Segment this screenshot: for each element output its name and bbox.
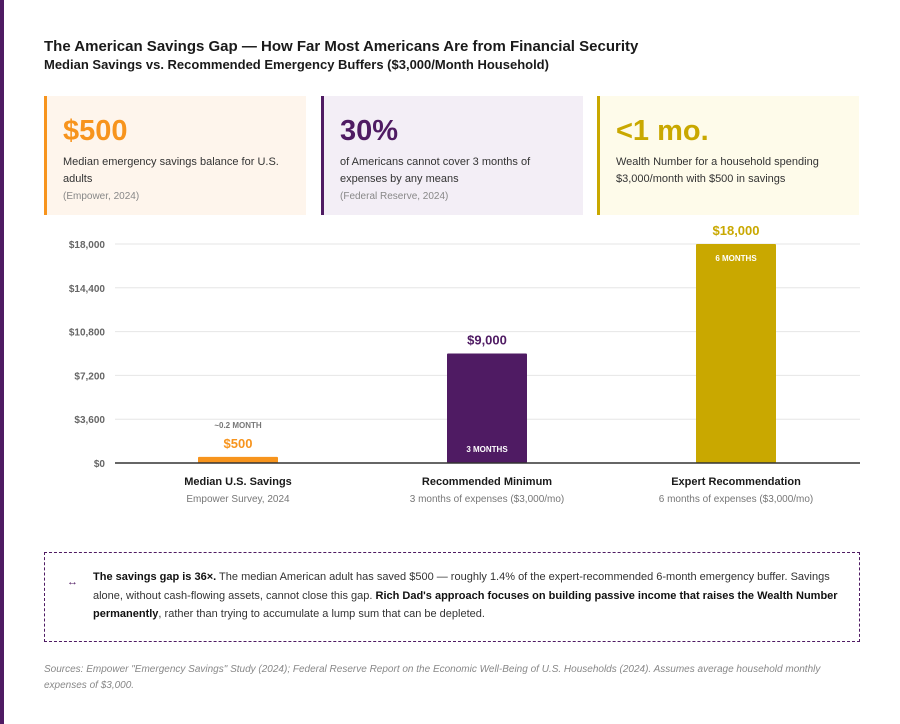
page-title: The American Savings Gap — How Far Most … [44, 38, 639, 55]
y-tick-label: $10,800 [69, 328, 106, 339]
y-tick-label: $7,200 [74, 371, 105, 382]
bar [198, 456, 278, 463]
bar [696, 244, 776, 463]
bar-annotation: 6 MONTHS [715, 254, 757, 263]
callout-emphasis: Rich Dad's approach focuses on building … [93, 589, 838, 621]
category-label: Expert Recommendation [671, 476, 801, 488]
bar-annotation: 3 MONTHS [466, 445, 508, 454]
value-label: $9,000 [467, 333, 507, 348]
bar-annotation: ~0.2 MONTH [214, 421, 262, 430]
callout-box: ↔ The savings gap is 36×. The median Ame… [44, 552, 860, 642]
category-label: Median U.S. Savings [184, 476, 292, 488]
y-tick-label: $14,400 [69, 284, 106, 295]
stat-desc: of Americans cannot cover 3 months of ex… [340, 156, 531, 185]
category-sublabel: 6 months of expenses ($3,000/mo) [659, 494, 814, 505]
y-tick-label: $0 [94, 459, 106, 470]
stat-value: $500 [63, 115, 128, 147]
category-sublabel: 3 months of expenses ($3,000/mo) [410, 494, 565, 505]
stat-card-cannot-cover: 30% of Americans cannot cover 3 months o… [321, 96, 583, 215]
category-label: Recommended Minimum [422, 476, 552, 488]
stat-source: (Empower, 2024) [63, 191, 140, 202]
accent-strip [0, 0, 4, 724]
sources-note: Sources: Empower "Emergency Savings" Stu… [44, 664, 821, 691]
callout-text: The median American adult has saved $500… [93, 571, 830, 602]
value-label: $500 [224, 436, 253, 451]
stat-card-median-savings: $500 Median emergency savings balance fo… [44, 96, 306, 215]
stat-value: 30% [340, 115, 399, 147]
stat-desc: Wealth Number for a household spending $… [616, 156, 819, 185]
bar-chart: $0 $3,600 $7,200 $10,800 $14,400 $18,000 $500 ~… [69, 223, 860, 505]
callout-lead: The savings gap is 36×. [93, 571, 217, 583]
stat-value: <1 mo. [616, 115, 709, 147]
bar [447, 353, 527, 463]
y-tick-label: $3,600 [74, 415, 105, 426]
value-label: $18,000 [713, 223, 760, 238]
page-subtitle: Median Savings vs. Recommended Emergency… [44, 57, 549, 72]
stat-source: (Federal Reserve, 2024) [340, 191, 449, 202]
y-tick-label: $18,000 [69, 240, 106, 251]
callout-text-end: , rather than trying to accumulate a lum… [158, 608, 485, 620]
stat-card-wealth-number: <1 mo. Wealth Number for a household spe… [597, 96, 859, 215]
left-right-arrow-icon: ↔ [67, 576, 78, 588]
category-sublabel: Empower Survey, 2024 [186, 494, 290, 505]
stat-desc: Median emergency savings balance for U.S… [63, 156, 279, 185]
